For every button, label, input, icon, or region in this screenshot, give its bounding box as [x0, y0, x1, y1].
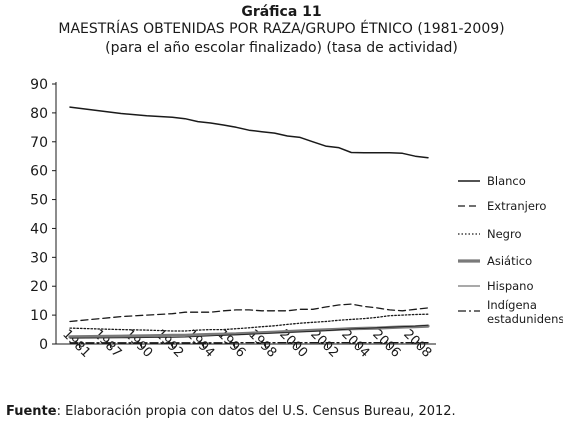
y-tick-label: 60 — [30, 164, 48, 180]
y-tick-label: 50 — [30, 193, 48, 209]
y-tick-label: 70 — [30, 135, 48, 151]
y-tick-label: 20 — [30, 279, 48, 295]
y-tick-label: 80 — [30, 106, 48, 122]
legend-label: Extranjero — [487, 199, 546, 213]
series-line — [69, 106, 429, 159]
legend-label: estadunidense — [487, 312, 563, 326]
figure-label: Gráfica 11 — [241, 4, 322, 20]
series-line — [69, 303, 429, 323]
source-text: : Elaboración propia con datos del U.S. … — [56, 404, 456, 419]
legend-label: Asiático — [487, 254, 532, 268]
chart-title: MAESTRÍAS OBTENIDAS POR RAZA/GRUPO ÉTNIC… — [58, 21, 505, 37]
chart-subtitle: (para el año escolar finalizado) (tasa d… — [105, 40, 458, 56]
y-tick-label: 30 — [30, 250, 48, 266]
source-note: Fuente: Elaboración propia con datos del… — [6, 404, 456, 419]
legend-label: Indígena — [487, 298, 537, 312]
series-line — [69, 324, 429, 339]
y-tick-label: 0 — [39, 337, 48, 353]
y-tick-label: 10 — [30, 308, 48, 324]
legend-label: Hispano — [487, 279, 534, 293]
legend-label: Blanco — [487, 174, 526, 188]
series-line — [69, 313, 429, 332]
source-prefix: Fuente — [6, 404, 57, 419]
legend-label: Negro — [487, 227, 522, 241]
y-tick-label: 40 — [30, 221, 48, 237]
y-tick-label: 90 — [30, 77, 48, 93]
